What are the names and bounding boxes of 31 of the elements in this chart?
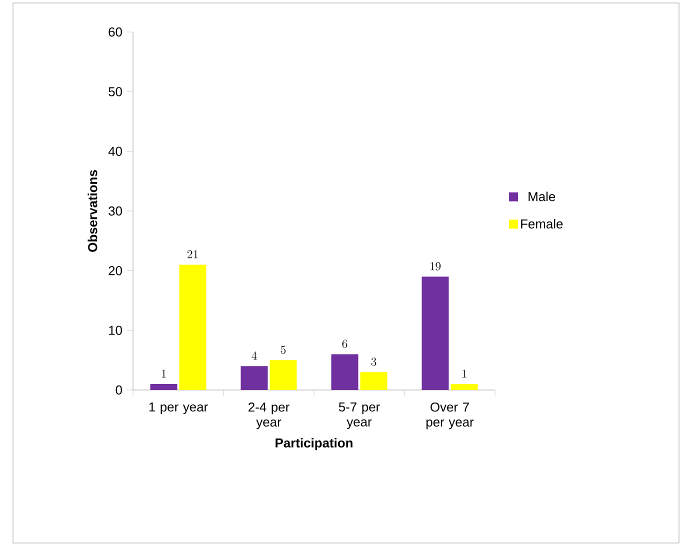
y-tick-label: 30 [108,206,122,216]
data-label: 19 [430,262,441,270]
data-label: 4 [252,352,257,360]
legend-label: Male [528,192,556,202]
data-label: 1 [162,370,166,378]
data-label: 21 [187,250,198,258]
bar [179,264,206,390]
legend-label: Female [521,218,563,229]
data-label: 5 [280,346,286,354]
x-tick-label: 5-7 per year [338,402,380,430]
y-tick-label: 0 [116,385,122,395]
bar [270,360,297,390]
x-tick-label: Over 7 per year [426,402,474,430]
bar [360,372,388,390]
y-tick-label: 40 [108,146,122,156]
y-tick-label: 60 [108,27,122,37]
x-tick-label: 1 per year [149,402,208,414]
bar [450,384,478,390]
y-tick-label: 10 [109,326,122,335]
data-label: 6 [342,340,348,348]
y-axis-title: Observations [88,170,98,252]
data-label: 3 [371,358,376,366]
bar [240,366,268,390]
data-label: 1 [462,370,466,378]
x-tick-label: 2-4 per year [248,402,290,430]
bar [150,384,178,390]
y-tick-label: 20 [108,266,122,276]
bar [331,354,358,390]
y-tick-label: 50 [108,87,122,96]
bar [422,276,449,390]
x-axis-title: Participation [276,438,352,450]
